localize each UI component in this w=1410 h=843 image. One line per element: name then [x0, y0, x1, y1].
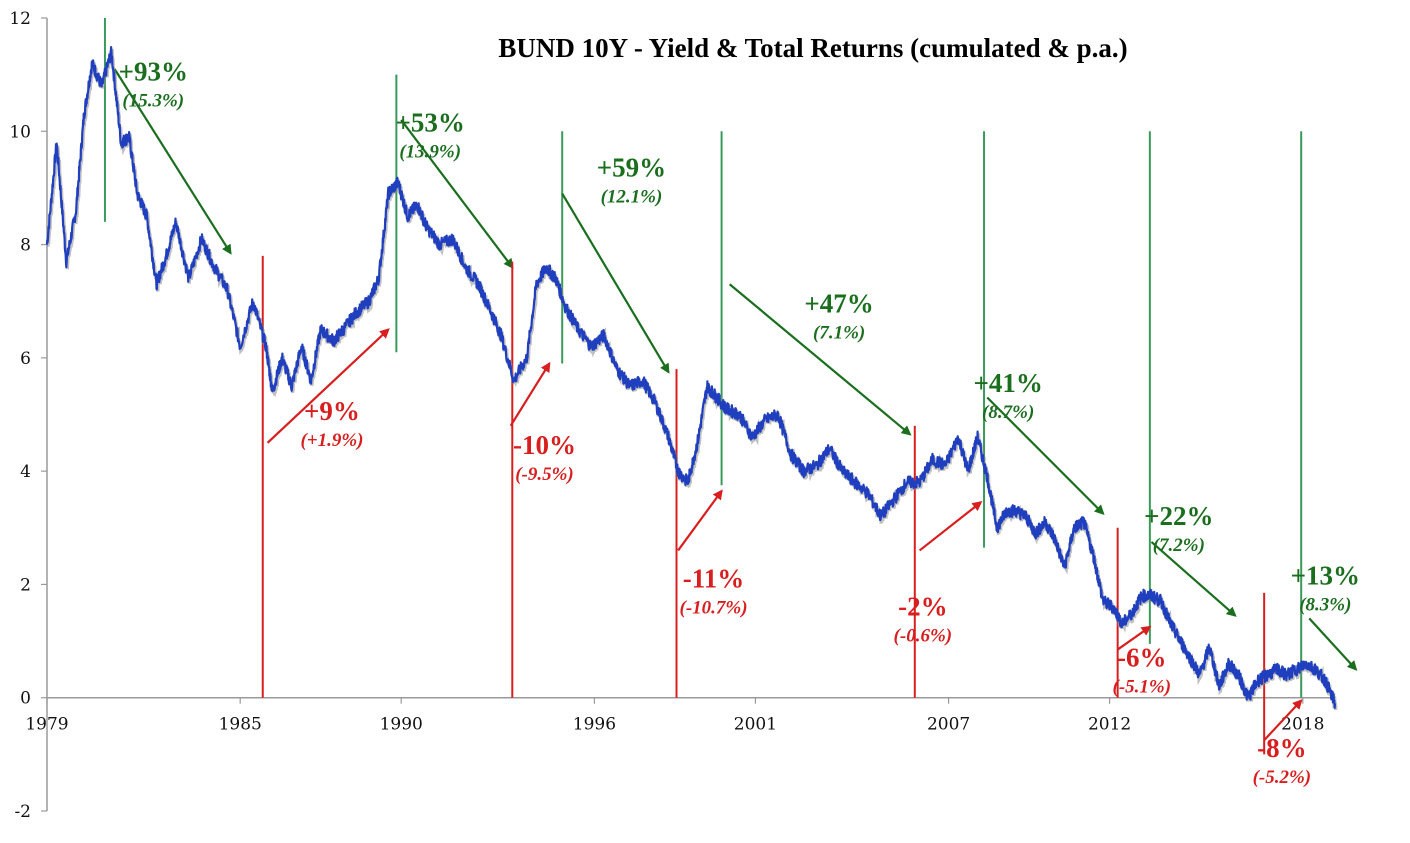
selloff-arrow	[677, 489, 723, 552]
y-tick-label: 6	[20, 349, 31, 369]
annualized-return-label: (-5.1%)	[1113, 677, 1172, 698]
y-tick-label: 4	[20, 462, 31, 482]
rally-arrow	[1150, 541, 1237, 617]
period-markers	[103, 18, 1358, 755]
return-label: -6%	[1117, 643, 1167, 673]
chart-title: BUND 10Y - Yield & Total Returns (cumula…	[498, 33, 1127, 63]
annualized-return-label: (8.3%)	[1299, 594, 1351, 615]
annualized-return-label: (15.3%)	[122, 90, 184, 111]
annualized-return-label: (7.1%)	[813, 323, 865, 344]
axes: -2 0 2 4 6 8 10 12 1979 1985 1990 1996 2001 2007 2012 2…	[9, 9, 1335, 822]
annualized-return-label: (-5.2%)	[1253, 767, 1312, 788]
x-tick-label: 2018	[1281, 715, 1324, 735]
annualized-return-label: (13.9%)	[399, 141, 461, 162]
return-label: -2%	[898, 592, 948, 622]
annualized-return-label: (8.7%)	[982, 402, 1034, 423]
return-label: +47%	[804, 289, 873, 319]
yield-series	[45, 46, 1338, 711]
annualized-return-label: (7.2%)	[1153, 535, 1205, 556]
x-tick-label: 1996	[573, 715, 616, 735]
y-tick-label: 12	[9, 9, 31, 29]
annualized-return-label: (12.1%)	[601, 187, 663, 208]
rally-arrow	[400, 119, 514, 269]
selloff-arrow	[1263, 699, 1303, 741]
selloff-arrow	[918, 501, 983, 552]
y-tick-label: 8	[20, 236, 31, 256]
selloff-arrow	[509, 361, 551, 427]
x-tick-label: 2007	[927, 715, 970, 735]
x-tick-label: 1979	[25, 715, 68, 735]
return-label: +93%	[119, 56, 188, 86]
rally-arrow	[1308, 617, 1358, 671]
annualized-return-label: (-0.6%)	[894, 626, 953, 647]
annualized-return-label: (+1.9%)	[300, 430, 363, 451]
y-tick-label: 0	[20, 689, 31, 709]
yield-line	[45, 46, 1337, 709]
annualized-return-label: (-10.7%)	[680, 597, 748, 618]
rally-arrow	[113, 68, 232, 255]
return-label: -8%	[1257, 733, 1307, 763]
x-tick-label: 2012	[1088, 715, 1131, 735]
return-annotations: +93% (15.3%) +53% (13.9%) +59% (12.1%) +47% (7.…	[119, 56, 1360, 788]
x-tick-label: 1985	[219, 715, 262, 735]
return-label: +9%	[304, 396, 360, 426]
selloff-arrow	[266, 328, 390, 444]
x-tick-label: 1990	[380, 715, 423, 735]
return-label: +22%	[1144, 501, 1213, 531]
rally-arrow	[986, 396, 1105, 516]
return-label: -10%	[513, 430, 576, 460]
y-tick-label: 10	[9, 122, 31, 142]
x-tick-label: 2001	[734, 715, 777, 735]
y-tick-label: 2	[20, 575, 31, 595]
rally-arrow	[728, 283, 912, 436]
return-label: +53%	[395, 107, 464, 137]
selloff-arrow	[1117, 625, 1152, 651]
return-label: +13%	[1291, 560, 1360, 590]
rally-arrow	[561, 193, 670, 374]
y-tick-label: -2	[14, 802, 31, 822]
return-label: +41%	[973, 368, 1042, 398]
return-label: +59%	[597, 153, 666, 183]
return-label: -11%	[683, 563, 745, 593]
annualized-return-label: (-9.5%)	[515, 464, 574, 485]
